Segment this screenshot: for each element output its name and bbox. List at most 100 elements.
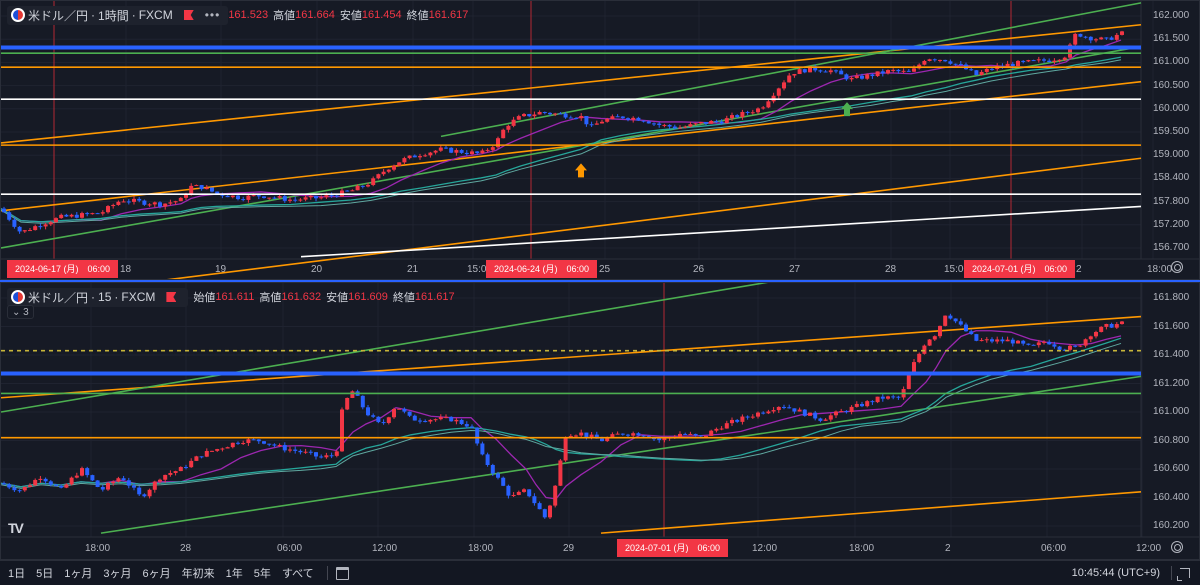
time-tick: 25 bbox=[599, 264, 611, 275]
range-1d[interactable]: 1日 bbox=[8, 568, 26, 580]
tradingview-logo[interactable]: TV bbox=[8, 520, 24, 536]
ohlc-close-value: 161.617 bbox=[414, 291, 455, 303]
ohlc-low-value: 161.454 bbox=[361, 9, 402, 21]
range-1y[interactable]: 1年 bbox=[225, 568, 243, 580]
price-tick: 160.400 bbox=[1153, 491, 1190, 503]
symbol-legend-15m: 米ドル／円 · 15 · FXCM 始値 161.611 高値 161.632 … bbox=[7, 287, 455, 307]
symbol-name: 米ドル／円 bbox=[28, 8, 89, 23]
time-tick: 27 bbox=[789, 264, 801, 275]
source-label: FXCM bbox=[138, 8, 173, 22]
crosshair-date-tag: 2024-06-17 (月) 06:00 bbox=[7, 260, 119, 278]
clock-timezone[interactable]: 10:45:44 (UTC+9) bbox=[1071, 567, 1160, 579]
range-3m[interactable]: 3ヶ月 bbox=[103, 568, 132, 580]
crosshair-date-tag: 2024-07-01 (月) 06:00 bbox=[617, 539, 729, 557]
ohlc-high-label: 高値 bbox=[273, 10, 296, 22]
fullscreen-icon[interactable] bbox=[1177, 568, 1190, 581]
bottom-toolbar: 1日 5日 1ヶ月 3ヶ月 6ヶ月 年初来 1年 5年 すべて 10:45:44… bbox=[0, 560, 1200, 585]
price-tick: 160.800 bbox=[1153, 434, 1190, 446]
ohlc-open-label: 始値 bbox=[193, 292, 216, 304]
chart-canvas-1h[interactable] bbox=[1, 1, 1199, 279]
range-ytd[interactable]: 年初来 bbox=[181, 568, 215, 580]
range-5y[interactable]: 5年 bbox=[253, 568, 271, 580]
price-tick: 156.700 bbox=[1153, 242, 1190, 253]
time-tick: 15:00 bbox=[467, 264, 493, 275]
time-tick: 12:00 bbox=[752, 543, 778, 554]
time-tick: 18:00 bbox=[1147, 264, 1173, 275]
range-1m[interactable]: 1ヶ月 bbox=[64, 568, 93, 580]
symbol-button[interactable]: 米ドル／円 · 15 · FXCM bbox=[7, 287, 189, 307]
time-tick: 2 bbox=[945, 543, 951, 554]
interval-label: 15 bbox=[98, 290, 112, 304]
usdjpy-flag-icon bbox=[11, 8, 25, 22]
ohlc-low-value: 161.609 bbox=[348, 291, 388, 303]
time-tick: 18:00 bbox=[468, 543, 494, 554]
ohlc-close-value: 161.617 bbox=[428, 9, 469, 21]
crosshair-date-tag: 2024-06-24 (月) 06:00 bbox=[486, 260, 598, 278]
ohlc-high-label: 高値 bbox=[259, 292, 282, 304]
time-tick: 21 bbox=[407, 264, 419, 275]
price-tick: 161.200 bbox=[1153, 377, 1190, 389]
price-tick: 160.000 bbox=[1153, 102, 1190, 114]
time-tick: 19 bbox=[215, 264, 227, 275]
price-tick: 161.400 bbox=[1153, 349, 1190, 360]
time-tick: 18:00 bbox=[85, 543, 111, 554]
time-tick: 28 bbox=[180, 543, 192, 554]
chart-panel-1h[interactable]: 米ドル／円 · 1時間 · FXCM ••• 161.523 高値 161.66… bbox=[0, 0, 1200, 280]
usdjpy-flag-icon bbox=[11, 290, 25, 304]
range-6m[interactable]: 6ヶ月 bbox=[142, 568, 171, 580]
indicators-collapse-button[interactable]: ⌄ 3 bbox=[7, 305, 34, 319]
price-tick: 161.600 bbox=[1153, 320, 1190, 332]
panel-divider[interactable] bbox=[0, 280, 1200, 282]
more-options-button[interactable]: ••• bbox=[204, 8, 221, 22]
toolbar-separator bbox=[1171, 566, 1172, 580]
symbol-name: 米ドル／円 bbox=[28, 290, 89, 305]
settings-gear-icon[interactable] bbox=[1171, 541, 1183, 553]
time-tick: 15:00 bbox=[944, 264, 970, 275]
ohlc-open-value: 161.523 bbox=[228, 9, 269, 21]
ohlc-high-value: 161.632 bbox=[281, 291, 322, 303]
price-tick: 162.000 bbox=[1153, 10, 1190, 21]
ohlc-close-label: 終値 bbox=[406, 10, 429, 22]
ohlc-close-label: 終値 bbox=[392, 292, 415, 304]
time-tick: 28 bbox=[885, 264, 897, 275]
ohlc-open-value: 161.611 bbox=[215, 291, 255, 303]
range-all[interactable]: すべて bbox=[281, 568, 314, 580]
ohlc-low-label: 安値 bbox=[339, 10, 362, 22]
time-tick: 06:00 bbox=[1041, 543, 1067, 554]
time-tick: 12:00 bbox=[1136, 543, 1162, 554]
chart-canvas-15m[interactable] bbox=[1, 283, 1199, 559]
time-tick: 06:00 bbox=[277, 543, 303, 554]
time-tick: 18 bbox=[120, 264, 132, 275]
price-tick: 160.600 bbox=[1153, 463, 1190, 474]
time-tick: 12:00 bbox=[372, 543, 398, 554]
price-tick: 160.500 bbox=[1153, 79, 1190, 91]
market-flag-icon[interactable] bbox=[183, 10, 194, 20]
price-tick: 160.200 bbox=[1153, 520, 1190, 531]
market-flag-icon[interactable] bbox=[166, 292, 177, 302]
symbol-button[interactable]: 米ドル／円 · 1時間 · FXCM ••• bbox=[7, 5, 229, 25]
price-tick: 157.200 bbox=[1153, 218, 1190, 230]
price-tick: 158.400 bbox=[1153, 172, 1190, 184]
time-tick: 20 bbox=[311, 264, 323, 275]
go-to-date-icon[interactable] bbox=[335, 566, 349, 580]
price-tick: 161.800 bbox=[1153, 292, 1190, 303]
symbol-legend-1h: 米ドル／円 · 1時間 · FXCM ••• 161.523 高値 161.66… bbox=[7, 5, 469, 25]
time-tick: 29 bbox=[563, 543, 575, 554]
ohlc-low-label: 安値 bbox=[326, 292, 349, 304]
time-tick: 18:00 bbox=[849, 543, 875, 554]
time-tick: 26 bbox=[693, 264, 705, 275]
price-tick: 161.000 bbox=[1153, 406, 1190, 417]
range-5d[interactable]: 5日 bbox=[36, 568, 54, 580]
price-tick: 161.500 bbox=[1153, 33, 1190, 45]
price-tick: 161.000 bbox=[1153, 56, 1190, 68]
price-tick: 159.500 bbox=[1153, 126, 1190, 137]
price-tick: 157.800 bbox=[1153, 195, 1190, 207]
settings-gear-icon[interactable] bbox=[1171, 261, 1183, 273]
toolbar-separator bbox=[326, 566, 328, 580]
interval-label: 1時間 bbox=[98, 8, 129, 23]
source-label: FXCM bbox=[121, 290, 156, 304]
crosshair-date-tag: 2024-07-01 (月) 06:00 bbox=[964, 260, 1076, 278]
ohlc-high-value: 161.664 bbox=[295, 9, 335, 21]
chart-panel-15m[interactable]: 米ドル／円 · 15 · FXCM 始値 161.611 高値 161.632 … bbox=[0, 282, 1200, 560]
